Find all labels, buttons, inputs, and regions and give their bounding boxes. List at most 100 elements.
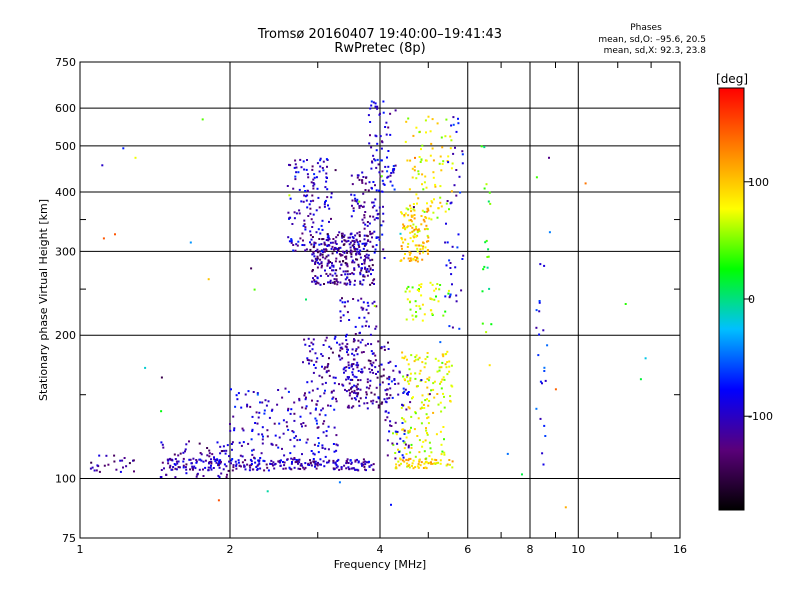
- data-point: [350, 462, 353, 465]
- data-point: [327, 254, 330, 257]
- data-point: [305, 441, 308, 444]
- data-point: [411, 240, 414, 243]
- data-point: [446, 373, 449, 376]
- data-point: [363, 262, 366, 265]
- data-point: [437, 403, 440, 406]
- data-point: [328, 459, 331, 462]
- data-point: [450, 167, 453, 170]
- data-point: [359, 341, 362, 344]
- data-point: [230, 459, 233, 462]
- data-point: [449, 293, 452, 296]
- data-point: [258, 462, 261, 465]
- data-point: [290, 239, 293, 242]
- data-point: [373, 251, 376, 254]
- data-point: [311, 168, 314, 171]
- data-point: [438, 162, 441, 165]
- data-point: [310, 380, 313, 383]
- data-point: [293, 466, 296, 469]
- data-point: [363, 366, 366, 369]
- data-point: [134, 156, 137, 159]
- data-point: [403, 378, 406, 381]
- data-point: [250, 438, 253, 441]
- data-point: [421, 407, 424, 409]
- data-point: [420, 283, 423, 286]
- data-point: [391, 396, 394, 399]
- data-point: [436, 283, 439, 285]
- data-point: [289, 197, 292, 200]
- data-point: [420, 422, 423, 425]
- data-point: [293, 401, 296, 404]
- data-point: [192, 468, 194, 471]
- data-point: [263, 409, 266, 412]
- data-point: [314, 366, 317, 369]
- data-point: [365, 386, 368, 389]
- data-point: [412, 459, 415, 462]
- data-point: [416, 465, 419, 468]
- data-point: [244, 468, 247, 471]
- data-point: [299, 468, 302, 470]
- data-point: [98, 454, 101, 457]
- data-point: [326, 233, 329, 236]
- data-point: [319, 159, 322, 162]
- data-point: [210, 464, 212, 467]
- data-point: [451, 162, 454, 165]
- data-point: [384, 400, 387, 403]
- data-point: [356, 198, 359, 201]
- data-point: [397, 382, 400, 385]
- data-point: [176, 462, 179, 465]
- data-point: [412, 318, 415, 321]
- data-point: [488, 191, 491, 194]
- data-point: [388, 397, 391, 400]
- data-point: [624, 303, 627, 305]
- data-point: [324, 414, 327, 417]
- data-point: [411, 176, 414, 179]
- data-point: [314, 275, 317, 277]
- data-point: [369, 233, 372, 236]
- data-point: [195, 459, 198, 461]
- data-point: [416, 260, 419, 263]
- data-point: [387, 150, 390, 152]
- data-point: [483, 146, 486, 149]
- data-point: [382, 368, 385, 371]
- data-point: [373, 230, 376, 233]
- data-point: [217, 463, 220, 465]
- data-point: [388, 378, 391, 381]
- data-point: [343, 305, 346, 308]
- data-point: [413, 233, 416, 236]
- data-point: [213, 456, 215, 459]
- data-point: [356, 468, 359, 471]
- data-point: [402, 440, 405, 443]
- data-point: [269, 462, 272, 465]
- data-point: [341, 301, 344, 304]
- data-point: [350, 253, 353, 256]
- data-point: [306, 194, 309, 197]
- data-point: [370, 343, 373, 346]
- data-point: [397, 393, 400, 396]
- data-point: [364, 344, 367, 347]
- data-point: [369, 333, 372, 336]
- data-point: [325, 336, 328, 339]
- phase-stats-x: mean, sd,X: 92.3, 23.8: [604, 46, 707, 56]
- data-point: [447, 289, 450, 292]
- data-point: [439, 430, 442, 433]
- data-point: [404, 238, 407, 241]
- data-point: [441, 378, 444, 381]
- data-point: [365, 320, 368, 323]
- data-point: [367, 312, 370, 315]
- data-point: [320, 463, 322, 466]
- data-point: [421, 303, 424, 306]
- data-point: [407, 430, 410, 433]
- data-point: [324, 199, 327, 202]
- data-point: [335, 269, 338, 272]
- data-point: [208, 462, 210, 465]
- data-point: [375, 149, 378, 152]
- data-point: [196, 472, 199, 475]
- data-point: [330, 217, 332, 220]
- data-point: [308, 391, 311, 394]
- data-point: [326, 364, 329, 367]
- data-point: [301, 406, 304, 409]
- data-point: [232, 464, 235, 467]
- data-point: [372, 371, 375, 374]
- data-point: [357, 299, 360, 302]
- data-point: [330, 247, 333, 250]
